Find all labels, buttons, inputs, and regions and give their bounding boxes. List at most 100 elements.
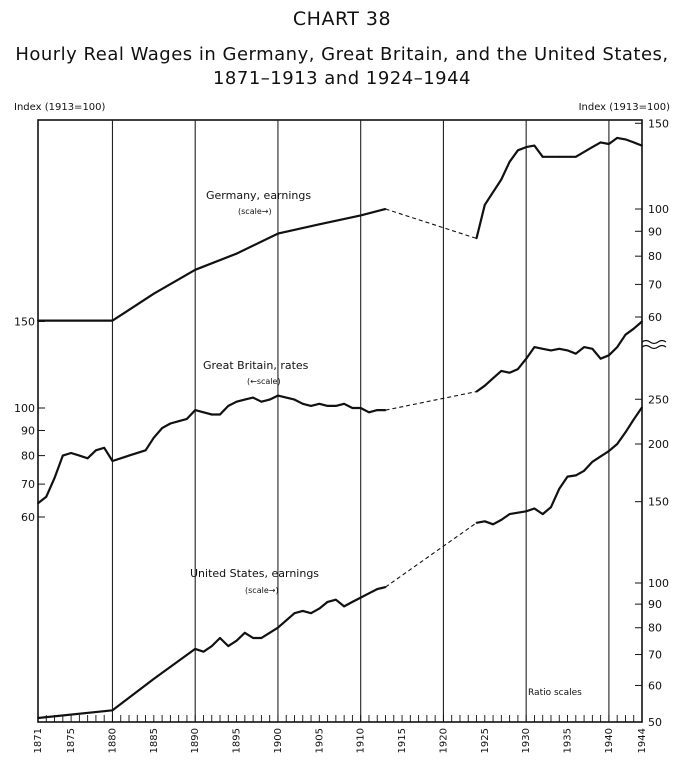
right-tick-label: 200 [648,438,669,451]
britain-series-label: Great Britain, rates [203,359,309,372]
great-britain-point [376,409,379,411]
united-states-point [475,521,478,524]
united-states-point [310,612,312,615]
right-tick-label: 250 [648,393,669,406]
great-britain-point [202,411,205,414]
great-britain-point [351,407,354,409]
germany-point [359,214,362,217]
great-britain-point [268,398,271,401]
united-states-point [111,709,114,712]
united-states-point [599,455,602,458]
great-britain-point [641,320,643,323]
chart-subtitle-line2: 1871–1913 and 1924–1944 [212,68,472,89]
united-states-point [343,605,345,608]
united-states-point [566,475,569,478]
united-states-point [517,511,519,514]
great-britain-point [301,402,304,405]
left-tick-label: 100 [14,402,35,415]
great-britain-point [343,402,345,405]
germany-point [152,292,155,295]
great-britain-point [550,349,552,352]
left-axis: 150 100 90 80 70 60 [14,315,45,524]
united-states-point [574,474,577,477]
germany-point [111,319,114,322]
great-britain-point [144,449,147,452]
great-britain-point [37,502,39,505]
x-tick-label: 1890 [190,728,201,753]
series-lines [37,136,643,720]
right-axis-label: Index (1913=100) [579,102,671,113]
axis-break-mark [641,344,667,350]
germany-scale-label: (scale→) [238,207,272,216]
great-britain-point [293,398,296,401]
x-tick-label: 1920 [438,728,449,753]
great-britain-point [492,377,494,380]
right-tick-label: 50 [648,716,662,729]
united-states-point [483,520,486,523]
x-tick-label: 1930 [521,728,532,753]
great-britain-point [574,352,577,355]
germany-point [517,149,519,152]
united-states-point [37,717,39,719]
right-tick-label: 100 [648,577,669,590]
right-axis: 150 100 90 80 70 60 250 200 150 100 90 80 70 60 50 [635,117,669,729]
us-series-label: United States, earnings [190,567,319,580]
great-britain-point [632,327,635,330]
united-states-point [500,519,503,521]
germany-point [277,232,279,235]
germany-point [624,138,627,141]
great-britain-point [177,420,180,423]
great-britain-point [591,347,594,350]
great-britain-point [277,394,279,397]
axis-break-mark [641,339,667,345]
great-britain-point [53,477,56,479]
great-britain-point [194,409,197,411]
united-states-point [533,507,536,510]
germany-point [608,143,610,145]
united-states-point [525,510,528,513]
united-states-point [608,450,610,452]
left-tick-label: 70 [21,478,35,491]
right-tick-label: 80 [648,250,662,263]
right-tick-label: 80 [648,622,662,635]
germany-point [574,155,577,158]
right-tick-label: 150 [648,117,669,130]
plot-border [37,119,643,723]
x-tick-label: 1875 [66,728,77,753]
united-states-point [219,637,221,639]
x-tick-label: 1910 [356,728,367,753]
germany-point [641,144,643,147]
left-tick-label: 150 [14,315,35,328]
united-states-point [210,645,213,647]
united-states-point [616,443,619,445]
x-tick-label: 1880 [107,728,118,753]
right-tick-label: 60 [648,679,662,692]
x-tick-label: 1905 [314,728,325,753]
great-britain-point [70,452,72,454]
x-tick-label: 1944 [637,728,648,753]
great-britain-point [111,460,114,462]
x-tick-label: 1925 [480,728,491,753]
great-britain-point [219,413,221,416]
united-states-point [632,418,635,421]
germany-point [558,155,561,158]
united-states-point [368,592,370,595]
great-britain-point [227,405,230,407]
united-states-point [152,678,155,680]
right-tick-label: 60 [648,311,662,324]
great-britain-point [252,396,255,399]
ratio-scales-note: Ratio scales [528,688,582,698]
united-states-point [301,610,304,612]
x-tick-label: 1915 [397,728,408,753]
united-states-point [260,637,263,639]
united-states-line [37,586,386,720]
great-britain-point [103,446,106,449]
great-britain-line [475,320,643,393]
x-tick-label: 1871 [33,728,44,753]
great-britain-point [78,454,81,457]
germany-point [599,141,602,144]
united-states-point [335,598,337,601]
united-states-point [277,626,279,629]
united-states-point [243,631,246,634]
